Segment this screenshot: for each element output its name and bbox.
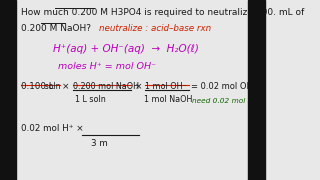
Text: 1 L soln: 1 L soln [75, 94, 106, 103]
Text: 0.200 M NaOH?: 0.200 M NaOH? [21, 24, 91, 33]
Bar [0, 0, 16, 180]
Text: 3 m: 3 m [92, 139, 108, 148]
Text: need 0.02 mol H⁺: need 0.02 mol H⁺ [192, 98, 257, 104]
Text: ×: × [135, 82, 143, 91]
Text: moles H⁺ = mol OH⁻: moles H⁺ = mol OH⁻ [58, 62, 156, 71]
Bar [249, 0, 265, 180]
Text: 0.100 L: 0.100 L [21, 82, 54, 91]
Text: 0.02 mol H⁺ ×: 0.02 mol H⁺ × [21, 124, 84, 133]
Text: ×: × [62, 82, 70, 91]
Text: neutralize : acid–base rxn: neutralize : acid–base rxn [99, 24, 212, 33]
Text: How much 0.200 M H3PO4 is required to neutralize 100. mL of: How much 0.200 M H3PO4 is required to ne… [21, 8, 304, 17]
Text: 1 mol OH⁻: 1 mol OH⁻ [145, 82, 187, 91]
Text: 0.200 mol NaOH: 0.200 mol NaOH [73, 82, 139, 91]
Text: 1 mol NaOH: 1 mol NaOH [144, 94, 193, 103]
Text: soln: soln [21, 82, 61, 91]
Text: H⁺(aq) + OH⁻(aq)  →  H₂O(ℓ): H⁺(aq) + OH⁻(aq) → H₂O(ℓ) [53, 44, 199, 54]
Text: = 0.02 mol OH⁻: = 0.02 mol OH⁻ [191, 82, 257, 91]
